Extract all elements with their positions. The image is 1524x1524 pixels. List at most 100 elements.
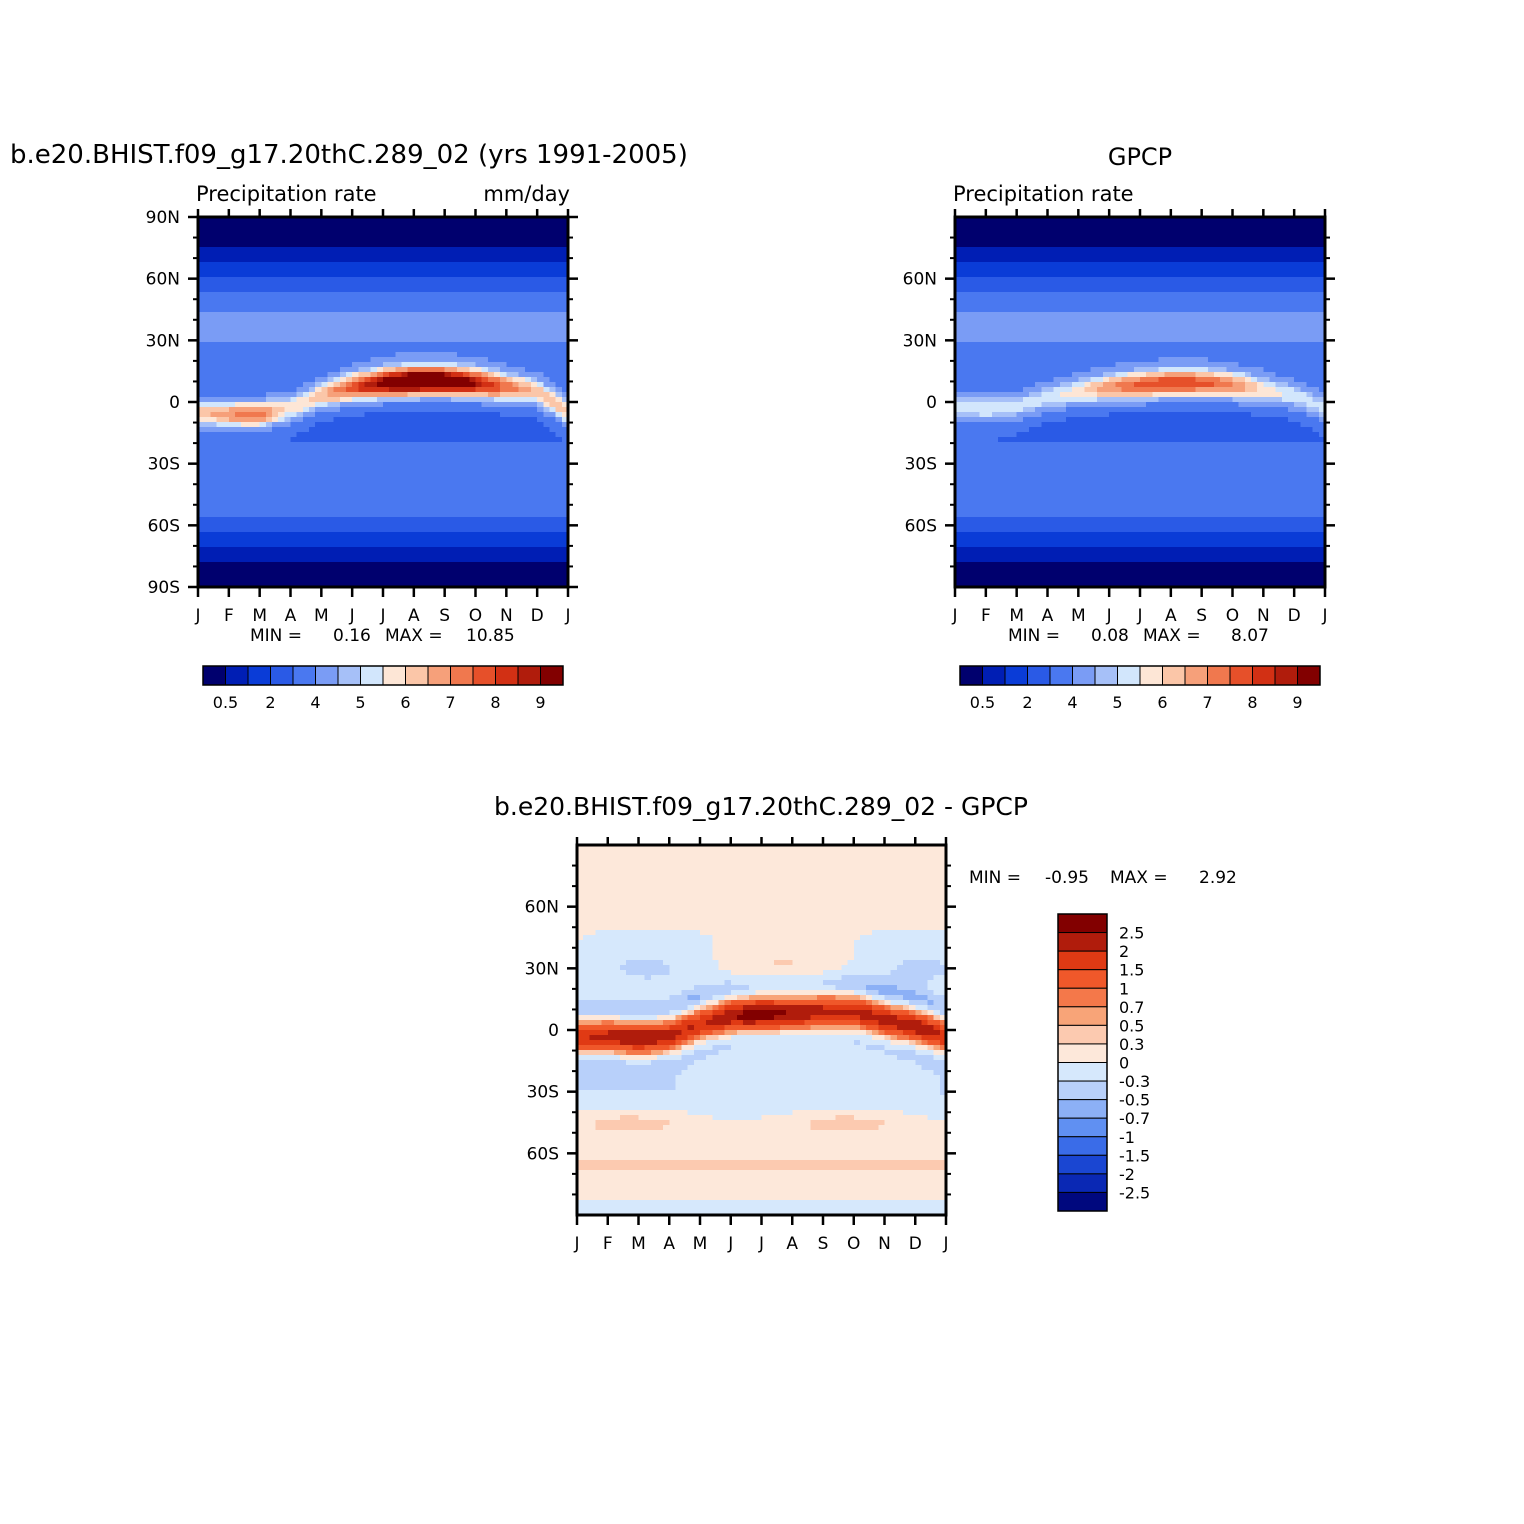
model-field-cell — [426, 507, 433, 513]
model-field-cell — [512, 562, 520, 568]
model-field-cell — [561, 512, 568, 518]
obs-field-cell — [1090, 242, 1098, 248]
model-field-cell — [494, 582, 501, 587]
model-field-cell — [463, 387, 470, 393]
model-field-cell — [475, 302, 483, 308]
model-field-cell — [506, 217, 514, 223]
model-field-cell — [450, 537, 458, 543]
model-field-cell — [222, 502, 230, 508]
model-field-cell — [241, 332, 248, 338]
model-field-cell — [302, 437, 310, 443]
model-field-cell — [253, 372, 261, 378]
model-field-cell — [327, 222, 335, 228]
model-field-cell — [469, 542, 477, 548]
model-field-cell — [426, 382, 433, 388]
model-field-cell — [204, 427, 211, 433]
model-field-cell — [543, 447, 551, 453]
model-field-cell — [222, 487, 230, 493]
model-field-cell — [543, 527, 551, 533]
model-field-cell — [438, 262, 446, 268]
model-field-cell — [561, 242, 568, 248]
model-field-cell — [537, 247, 544, 253]
model-field-cell — [352, 572, 359, 578]
model-field-cell — [555, 387, 563, 393]
model-field-cell — [444, 222, 452, 228]
model-field-cell — [395, 407, 403, 413]
model-colorbar-box — [337, 665, 361, 686]
model-field-cell — [524, 227, 532, 233]
model-field-cell — [463, 567, 470, 573]
model-field-cell — [346, 327, 353, 333]
model-field-cell — [487, 542, 495, 548]
model-field-cell — [290, 232, 298, 238]
model-field-cell — [290, 302, 298, 308]
model-field-cell — [376, 307, 384, 313]
model-field-cell — [272, 557, 279, 563]
model-field-cell — [228, 252, 236, 258]
model-field-cell — [309, 512, 316, 518]
model-field-cell — [555, 377, 563, 383]
model-field-cell — [531, 477, 538, 483]
model-field-cell — [457, 322, 464, 328]
model-field-cell — [290, 507, 298, 513]
model-field-cell — [555, 437, 563, 443]
obs-field-cell — [1109, 222, 1116, 228]
model-field-cell — [235, 517, 242, 523]
model-field-cell — [228, 562, 236, 568]
model-field-cell — [253, 287, 261, 293]
model-field-cell — [518, 247, 526, 253]
model-field-cell — [333, 312, 341, 318]
model-field-cell — [198, 447, 205, 453]
model-field-cell — [259, 507, 267, 513]
model-field-cell — [241, 522, 248, 528]
model-field-cell — [487, 317, 495, 323]
model-field-cell — [561, 347, 568, 353]
model-field-cell — [383, 577, 390, 583]
model-field-cell — [265, 297, 273, 303]
model-field-cell — [327, 517, 335, 523]
model-field-cell — [524, 432, 532, 438]
model-field-cell — [253, 387, 261, 393]
model-field-cell — [235, 227, 242, 233]
model-field-cell — [450, 502, 458, 508]
model-field-cell — [401, 362, 409, 368]
obs-field-cell — [1029, 252, 1036, 258]
model-field-cell — [333, 362, 341, 368]
model-field-cell — [376, 362, 384, 368]
model-field-cell — [494, 497, 501, 503]
model-field-cell — [500, 302, 507, 308]
model-field-cell — [512, 517, 520, 523]
model-field-cell — [235, 577, 242, 583]
obs-field-cell — [1220, 217, 1227, 223]
obs-field-cell — [1201, 227, 1209, 233]
model-field-cell — [518, 282, 526, 288]
model-field-cell — [450, 482, 458, 488]
model-field-cell — [339, 352, 347, 358]
obs-field-cell — [1121, 227, 1129, 233]
obs-field-cell — [1066, 252, 1073, 258]
model-field-cell — [463, 467, 470, 473]
model-field-cell — [272, 417, 279, 423]
obs-field-cell — [1078, 252, 1086, 258]
model-field-cell — [259, 362, 267, 368]
model-field-cell — [494, 332, 501, 338]
model-field-cell — [555, 552, 563, 558]
obs-field-cell — [1275, 232, 1283, 238]
model-field-cell — [272, 322, 279, 328]
model-field-cell — [339, 567, 347, 573]
model-field-cell — [383, 552, 390, 558]
model-field-cell — [407, 297, 415, 303]
obs-field-cell — [1059, 252, 1067, 258]
model-field-cell — [389, 422, 396, 428]
model-field-cell — [401, 297, 409, 303]
model-field-cell — [370, 352, 378, 358]
model-field-cell — [475, 262, 483, 268]
model-field-cell — [444, 497, 452, 503]
model-field-cell — [524, 327, 532, 333]
model-field-cell — [265, 487, 273, 493]
obs-field-cell — [1201, 217, 1209, 223]
model-field-cell — [561, 487, 568, 493]
model-field-cell — [198, 382, 205, 388]
model-field-cell — [222, 307, 230, 313]
obs-field-cell — [1318, 217, 1325, 223]
